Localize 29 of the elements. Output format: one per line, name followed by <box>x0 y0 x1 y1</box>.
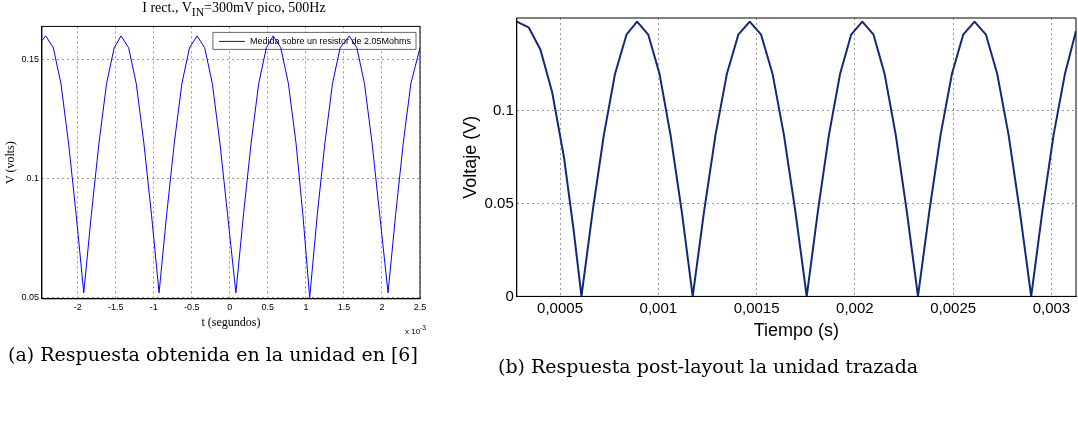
y-tick-label: 0.1 <box>492 100 514 118</box>
text: (a) Respuesta obtenida en la unidad en [6] <box>8 342 419 367</box>
x-tick-label: 0,002 <box>836 298 874 316</box>
x-tick-label: -2 <box>73 301 82 312</box>
x-tick-label: 0,003 <box>1032 298 1071 316</box>
chart-title: I rect., V$_{IN}$=300mV pico, 500Hz <box>141 0 327 19</box>
text: x 10$^{-3}$ <box>404 324 426 336</box>
x-tick-label: 2.5 <box>413 301 427 312</box>
x-tick-label: -1 <box>149 301 158 312</box>
x-tick-label: -1.5 <box>107 301 124 312</box>
y-axis-title: V (volts) <box>3 141 18 184</box>
x-tick-label: 2 <box>379 301 385 312</box>
y-tick-label: 0.15 <box>21 54 39 65</box>
x-tick-label: -0.5 <box>184 301 200 312</box>
x-tick-label: 1 <box>303 301 309 312</box>
x-tick-label: 0 <box>227 301 233 312</box>
x-tick-label: 1.5 <box>337 301 351 312</box>
x-tick-label: 0,0025 <box>930 298 977 316</box>
x-tick-label: 0,0015 <box>733 298 780 316</box>
y-tick-label: 0.1 <box>26 173 39 184</box>
y-tick-label: 0.05 <box>21 292 39 303</box>
x-tick-label: 0,001 <box>639 298 678 316</box>
y-axis-title: Voltaje (V) <box>459 115 480 199</box>
x-axis-title: t (segundos) <box>201 314 261 329</box>
x-tick-label: 0,0005 <box>537 298 583 316</box>
y-tick-label: 0.05 <box>484 193 514 211</box>
text: (b) Respuesta post-layout la unidad trazada <box>498 354 920 379</box>
x-axis-title: Tiempo (s) <box>753 320 840 341</box>
x-tick-label: 0.5 <box>261 301 275 312</box>
